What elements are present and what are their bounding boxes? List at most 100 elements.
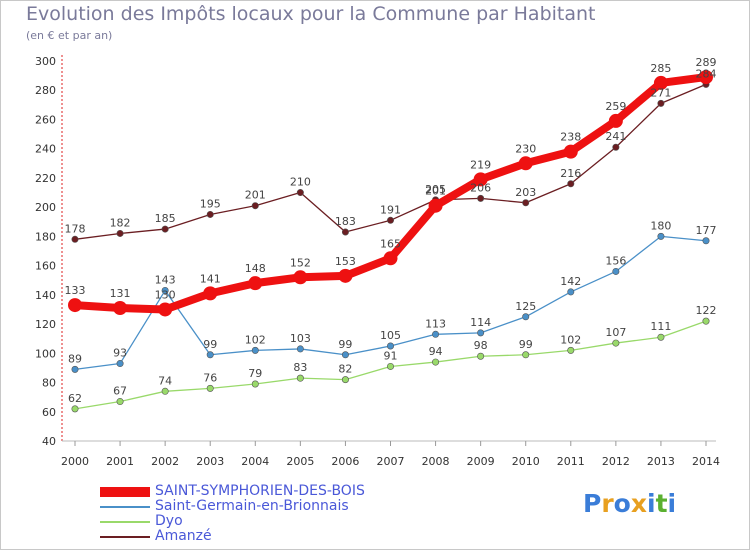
x-tick-label: 2009: [467, 455, 495, 468]
data-point-saint-germain-en-brionnais: [206, 351, 214, 359]
data-point-amanz-: [386, 216, 394, 224]
data-point-saint-symphorien-des-bois: [338, 268, 353, 283]
data-labels-layer: 178 182 185 195 201 210 183 191 205 206 203 216 241 2…: [65, 56, 717, 405]
x-tick-label: 2006: [331, 455, 359, 468]
data-label-amanz-: 185: [155, 212, 176, 225]
data-point-saint-germain-en-brionnais: [477, 329, 485, 337]
data-label-saint-symphorien-des-bois: 285: [650, 62, 671, 75]
data-point-dyo: [341, 376, 349, 384]
legend-label: SAINT-SYMPHORIEN-DES-BOIS: [155, 483, 365, 499]
data-label-saint-symphorien-des-bois: 148: [245, 262, 266, 275]
legend-swatch: [100, 536, 150, 538]
y-tick-label: 300: [35, 55, 56, 68]
data-label-dyo: 122: [696, 304, 717, 317]
data-label-dyo: 94: [429, 345, 443, 358]
x-tick-label: 2003: [196, 455, 224, 468]
data-label-saint-symphorien-des-bois: 130: [155, 288, 176, 301]
data-label-saint-germain-en-brionnais: 105: [380, 329, 401, 342]
logo-letter: i: [667, 489, 677, 518]
y-tick-label: 140: [35, 289, 56, 302]
data-point-amanz-: [612, 143, 620, 151]
data-label-saint-symphorien-des-bois: 152: [290, 256, 311, 269]
x-tick-label: 2011: [557, 455, 585, 468]
legend-swatch: [100, 521, 150, 523]
x-tick-label: 2002: [151, 455, 179, 468]
data-point-dyo: [702, 317, 710, 325]
y-tick-label: 200: [35, 201, 56, 214]
data-point-amanz-: [522, 199, 530, 207]
data-label-dyo: 74: [158, 374, 172, 387]
y-tick-label: 160: [35, 260, 56, 273]
data-label-saint-germain-en-brionnais: 89: [68, 352, 82, 365]
data-label-saint-symphorien-des-bois: 259: [605, 100, 626, 113]
x-tick-label: 2007: [377, 455, 405, 468]
x-tick-label: 2005: [286, 455, 314, 468]
data-point-dyo: [477, 352, 485, 360]
legend-label: Saint-Germain-en-Brionnais: [155, 498, 349, 514]
data-point-dyo: [71, 405, 79, 413]
data-point-amanz-: [567, 180, 575, 188]
y-tick-label: 280: [35, 84, 56, 97]
data-label-saint-germain-en-brionnais: 180: [650, 219, 671, 232]
data-label-amanz-: 191: [380, 203, 401, 216]
data-label-dyo: 107: [605, 326, 626, 339]
y-tick-label: 240: [35, 143, 56, 156]
y-tick-label: 180: [35, 230, 56, 243]
data-label-saint-symphorien-des-bois: 165: [380, 237, 401, 250]
data-label-amanz-: 210: [290, 176, 311, 189]
data-label-saint-germain-en-brionnais: 99: [203, 338, 217, 351]
data-label-amanz-: 206: [470, 181, 491, 194]
data-label-dyo: 82: [338, 363, 352, 376]
data-point-amanz-: [296, 189, 304, 197]
data-point-dyo: [522, 351, 530, 359]
data-point-saint-symphorien-des-bois: [248, 276, 263, 291]
data-point-saint-symphorien-des-bois: [563, 144, 578, 159]
data-point-saint-symphorien-des-bois: [383, 251, 398, 266]
data-point-dyo: [116, 398, 124, 406]
data-point-dyo: [296, 374, 304, 382]
axes: 40 60 80 100 120 140 160 180 200 220 240 260 280 300 2…: [35, 55, 720, 468]
x-tick-label: 2008: [422, 455, 450, 468]
data-label-saint-germain-en-brionnais: 156: [605, 254, 626, 267]
data-label-dyo: 76: [203, 371, 217, 384]
data-point-saint-germain-en-brionnais: [386, 342, 394, 350]
data-point-dyo: [206, 384, 214, 392]
x-tick-label: 2014: [692, 455, 720, 468]
data-label-saint-symphorien-des-bois: 230: [515, 142, 536, 155]
y-tick-label: 260: [35, 113, 56, 126]
data-point-saint-symphorien-des-bois: [203, 286, 218, 301]
data-point-dyo: [386, 362, 394, 370]
data-label-saint-germain-en-brionnais: 125: [515, 300, 536, 313]
data-label-amanz-: 195: [200, 197, 221, 210]
data-label-saint-germain-en-brionnais: 114: [470, 316, 491, 329]
data-label-amanz-: 271: [650, 86, 671, 99]
logo-letter: t: [655, 489, 668, 518]
data-point-saint-symphorien-des-bois: [68, 298, 82, 313]
data-point-amanz-: [71, 235, 79, 243]
data-point-saint-germain-en-brionnais: [71, 365, 79, 373]
y-tick-label: 80: [42, 377, 56, 390]
data-point-saint-germain-en-brionnais: [567, 288, 575, 296]
y-tick-label: 40: [42, 435, 56, 448]
data-point-amanz-: [206, 210, 214, 218]
data-point-amanz-: [341, 228, 349, 236]
data-label-amanz-: 284: [696, 67, 717, 80]
data-label-saint-symphorien-des-bois: 289: [696, 56, 717, 69]
data-label-dyo: 98: [474, 339, 488, 352]
data-point-dyo: [657, 333, 665, 341]
data-point-amanz-: [251, 202, 259, 210]
data-label-dyo: 102: [560, 333, 581, 346]
data-label-saint-symphorien-des-bois: 238: [560, 131, 581, 144]
proxiti-logo: Proxiti: [583, 489, 676, 518]
y-tick-label: 60: [42, 406, 56, 419]
logo-letter: x: [630, 489, 647, 518]
data-point-saint-germain-en-brionnais: [702, 237, 710, 245]
chart-subtitle: (en € et par an): [26, 29, 113, 42]
data-label-saint-symphorien-des-bois: 133: [65, 284, 86, 297]
data-label-amanz-: 216: [560, 167, 581, 180]
x-tick-label: 2012: [602, 455, 630, 468]
data-label-saint-germain-en-brionnais: 93: [113, 347, 127, 360]
data-point-saint-germain-en-brionnais: [161, 286, 169, 294]
data-point-saint-symphorien-des-bois: [608, 113, 623, 128]
